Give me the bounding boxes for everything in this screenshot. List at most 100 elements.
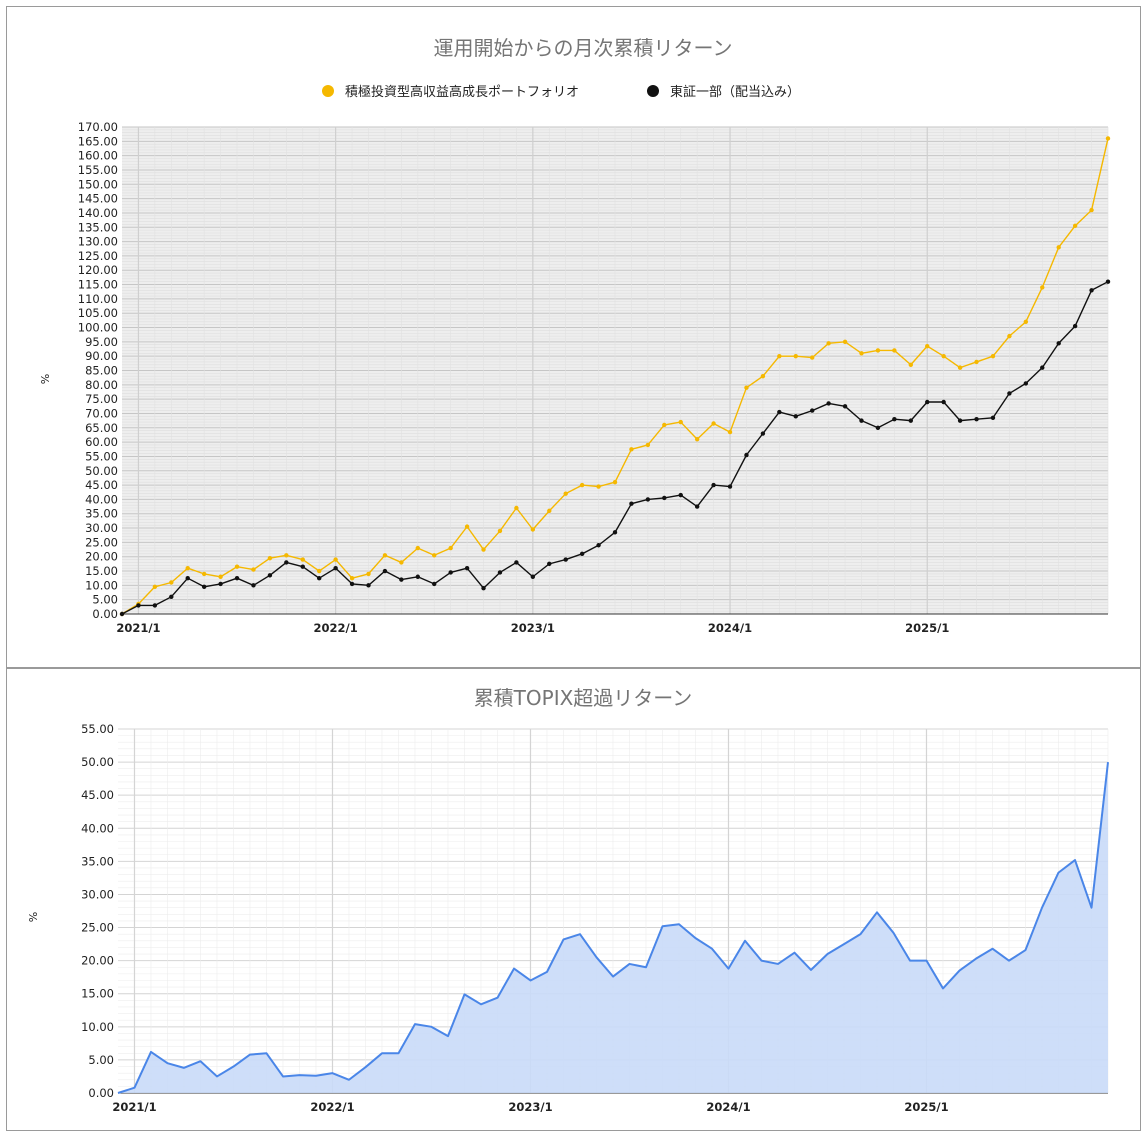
- data-point-1: [136, 603, 141, 608]
- data-point-1: [415, 574, 420, 579]
- data-point-0: [497, 528, 503, 534]
- y-tick-label: 5.00: [88, 1053, 114, 1067]
- y-tick-label: 20.00: [85, 550, 118, 564]
- data-point-1: [201, 584, 207, 589]
- data-point-1: [777, 409, 782, 415]
- y-tick-label: 0.00: [88, 1086, 114, 1100]
- data-point-1: [990, 415, 996, 420]
- y-tick-label: 5.00: [92, 593, 118, 607]
- data-point-0: [793, 353, 798, 359]
- y-tick-label: 135.00: [78, 220, 118, 234]
- y-tick-label: 15.00: [81, 987, 114, 1001]
- data-point-1: [284, 560, 289, 565]
- data-point-0: [727, 429, 733, 435]
- data-point-1: [497, 570, 503, 575]
- data-point-0: [694, 437, 700, 442]
- data-point-1: [481, 586, 486, 591]
- data-point-1: [662, 495, 667, 501]
- data-point-1: [842, 404, 848, 409]
- y-tick-label: 170.00: [78, 120, 118, 134]
- legend-marker-topix: [647, 85, 659, 97]
- data-point-0: [432, 553, 437, 558]
- data-point-0: [579, 482, 585, 488]
- data-point-1: [234, 575, 240, 581]
- y-tick-label: 160.00: [78, 149, 118, 163]
- data-point-0: [366, 571, 371, 577]
- data-point-0: [1007, 333, 1012, 339]
- data-point-1: [1089, 288, 1094, 293]
- data-point-0: [1040, 285, 1045, 290]
- data-point-0: [333, 557, 338, 562]
- y-tick-label: 30.00: [81, 887, 114, 901]
- data-point-1: [711, 482, 716, 488]
- series-area-fill: [118, 762, 1108, 1093]
- x-tick-label: 2025/1: [904, 1100, 948, 1114]
- y-tick-label: 70.00: [85, 406, 118, 420]
- data-point-1: [760, 431, 766, 436]
- data-point-1: [875, 425, 881, 430]
- data-point-1: [596, 543, 601, 548]
- data-point-1: [448, 570, 453, 575]
- data-point-0: [349, 575, 355, 581]
- y-tick-label: 155.00: [78, 163, 118, 177]
- data-point-1: [744, 452, 749, 458]
- data-point-1: [579, 551, 585, 557]
- data-point-1: [547, 561, 552, 567]
- data-point-0: [1023, 319, 1029, 324]
- data-point-0: [152, 584, 158, 589]
- data-point-0: [990, 353, 996, 359]
- y-tick-label: 105.00: [78, 306, 118, 320]
- legend-label-topix[interactable]: 東証一部（配当込み）: [670, 84, 800, 100]
- x-tick-label: 2025/1: [905, 621, 949, 635]
- data-point-0: [382, 553, 388, 558]
- data-point-0: [892, 348, 897, 353]
- data-point-0: [1089, 207, 1094, 213]
- y-tick-label: 130.00: [78, 235, 118, 249]
- excess-return-chart-panel: 累積TOPIX超過リターン % 0.00 5.00 10.00 15.00 20.00 2…: [6, 668, 1141, 1131]
- y-tick-label: 10.00: [85, 578, 118, 592]
- data-point-1: [300, 564, 305, 569]
- data-point-0: [957, 365, 963, 370]
- y-tick-label: 150.00: [78, 177, 118, 191]
- data-point-1: [464, 565, 470, 571]
- y-tick-label: 125.00: [78, 249, 118, 263]
- x-tick-label: 2023/1: [511, 621, 555, 635]
- series-line-0: [117, 761, 1109, 1094]
- data-point-0: [251, 567, 256, 572]
- data-point-0: [662, 422, 667, 428]
- data-point-0: [234, 564, 240, 569]
- y-tick-label: 80.00: [85, 378, 118, 392]
- x-tick-label: 2023/1: [508, 1100, 552, 1114]
- data-point-0: [399, 560, 404, 565]
- data-point-1: [251, 583, 256, 588]
- y-axis-ticks: 0.005.0010.0015.0020.0025.0030.0035.0040…: [78, 120, 118, 621]
- legend-label-portfolio[interactable]: 積極投資型高収益高成長ポートフォリオ: [345, 84, 579, 100]
- data-point-1: [925, 399, 930, 405]
- data-point-1: [366, 583, 371, 588]
- data-point-0: [267, 555, 273, 561]
- data-point-0: [1072, 223, 1078, 229]
- data-point-0: [678, 419, 683, 425]
- y-tick-label: 35.00: [81, 854, 114, 868]
- cumulative-return-chart: 運用開始からの月次累積リターン 積極投資型高収益高成長ポートフォリオ 東証一部（…: [39, 36, 1111, 635]
- data-point-1: [514, 560, 519, 565]
- y-tick-label: 85.00: [85, 364, 118, 378]
- data-point-1: [892, 417, 897, 422]
- y-tick-label: 45.00: [81, 788, 114, 802]
- data-point-0: [464, 524, 470, 529]
- y-tick-label: 25.00: [81, 921, 114, 935]
- data-point-0: [563, 491, 568, 496]
- y-tick-label: 60.00: [85, 435, 118, 449]
- y-tick-label: 0.00: [92, 607, 118, 621]
- data-point-1: [349, 581, 355, 587]
- y-tick-label: 55.00: [81, 722, 114, 736]
- x-tick-label: 2021/1: [116, 621, 160, 635]
- y-tick-label: 110.00: [78, 292, 118, 306]
- data-point-1: [957, 418, 963, 423]
- grid: [122, 126, 1109, 615]
- data-point-1: [382, 568, 388, 574]
- data-point-1: [826, 401, 831, 406]
- y-tick-label: 40.00: [85, 492, 118, 506]
- y-axis-label: %: [39, 374, 52, 384]
- data-point-0: [481, 547, 486, 552]
